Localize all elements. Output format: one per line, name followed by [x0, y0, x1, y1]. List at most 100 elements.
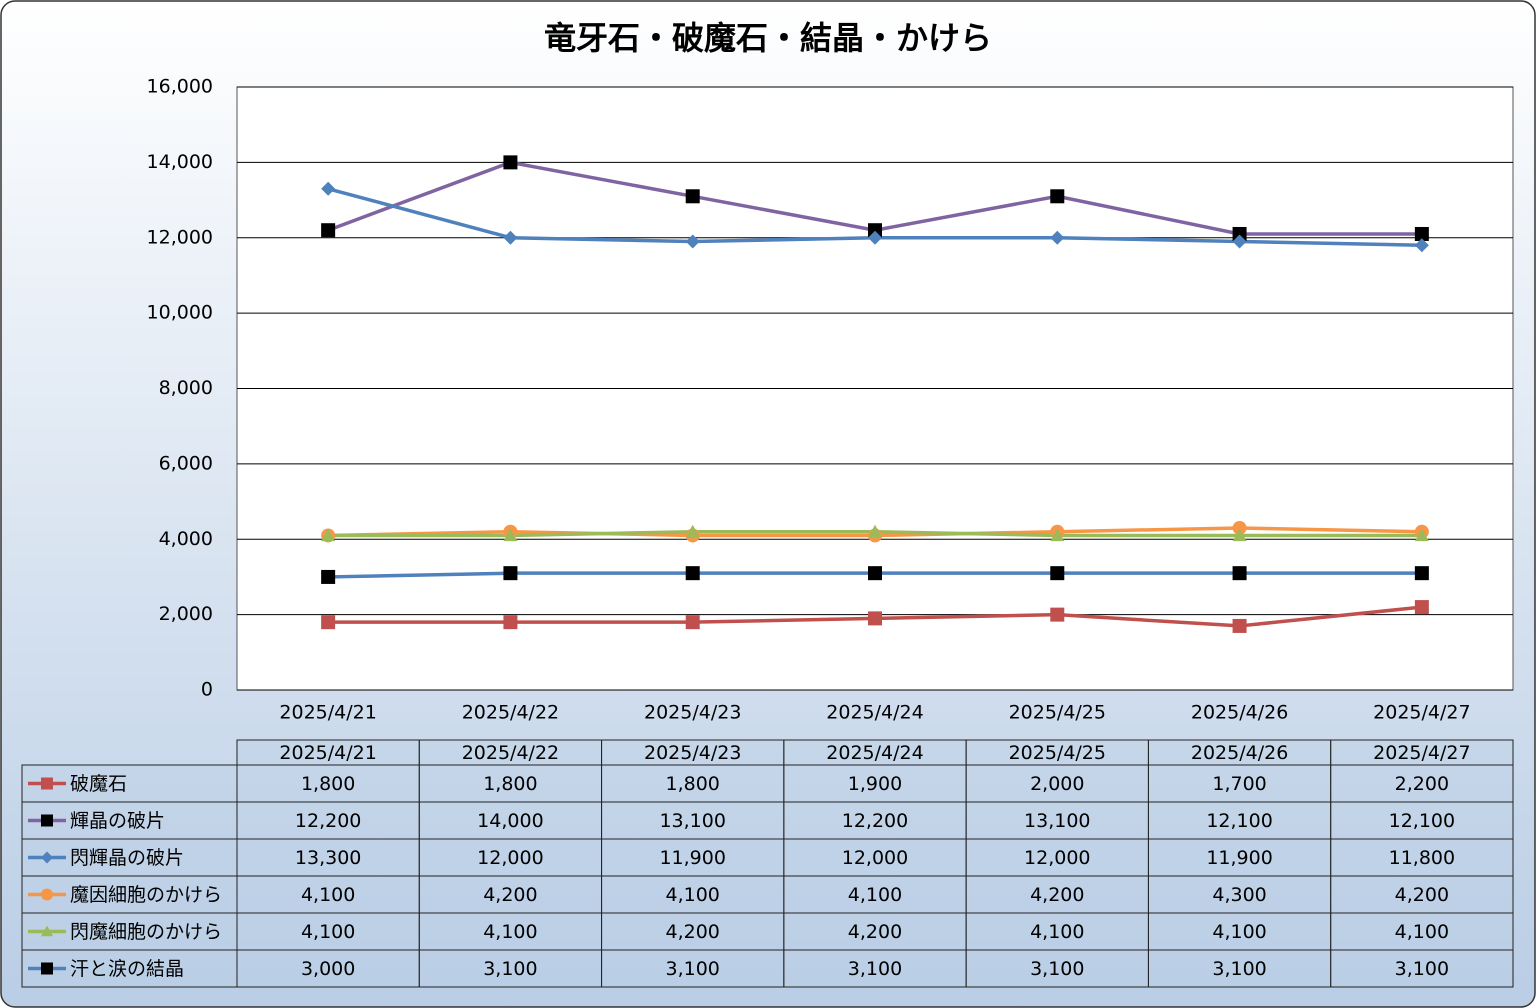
table-value: 4,300 [1212, 884, 1266, 906]
table-cell [1147, 801, 1332, 840]
table-header-label: 2025/4/27 [1373, 742, 1470, 764]
table-value: 4,100 [1212, 921, 1266, 943]
table-cell [1147, 912, 1332, 951]
table-cell [783, 838, 967, 877]
table-value: 3,100 [1030, 958, 1084, 980]
table-cell [601, 801, 785, 840]
table-cell [601, 949, 785, 988]
y-tick-label: 8,000 [159, 377, 213, 399]
data-point [868, 524, 882, 538]
table-value: 2,200 [1395, 773, 1449, 795]
table-value: 4,100 [848, 884, 902, 906]
table-cell [418, 838, 603, 877]
table-value: 11,800 [1389, 847, 1455, 869]
data-point [868, 230, 882, 245]
table-header-label: 2025/4/22 [462, 742, 559, 764]
table-value: 1,800 [483, 773, 537, 795]
table-value: 3,100 [666, 958, 720, 980]
data-point [1414, 238, 1429, 253]
table-value: 4,200 [666, 921, 720, 943]
y-tick-label: 2,000 [159, 603, 213, 625]
table-cell [1147, 764, 1332, 803]
table-cell [965, 875, 1149, 914]
data-point [1414, 600, 1429, 615]
table-value: 1,900 [848, 773, 902, 795]
table-header-cell [783, 739, 967, 766]
x-tick-label: 2025/4/25 [1009, 702, 1106, 724]
table-value: 14,000 [477, 810, 543, 832]
y-tick-label: 14,000 [147, 151, 213, 173]
table-value: 4,100 [301, 921, 355, 943]
data-point [685, 615, 700, 630]
data-point [685, 566, 700, 581]
table-cell [236, 875, 420, 914]
x-tick-label: 2025/4/26 [1191, 702, 1288, 724]
table-cell [418, 875, 603, 914]
table-value: 4,100 [483, 921, 537, 943]
table-value: 11,900 [1206, 847, 1272, 869]
legend-label: 閃魔細胞のかけら [70, 921, 222, 943]
y-tick-label: 0 [201, 679, 213, 701]
table-value: 13,300 [295, 847, 361, 869]
table-value: 4,100 [1395, 921, 1449, 943]
table-value: 12,100 [1389, 810, 1455, 832]
data-point [685, 189, 700, 204]
legend-label: 破魔石 [70, 773, 127, 795]
data-point [1050, 607, 1065, 622]
table-header-label: 2025/4/26 [1191, 742, 1288, 764]
table-value: 12,100 [1206, 810, 1272, 832]
table-cell [601, 764, 785, 803]
legend-key-marker [41, 851, 53, 864]
table-header-label: 2025/4/25 [1009, 742, 1106, 764]
data-point [503, 155, 518, 170]
legend-label: 輝晶の破片 [70, 810, 165, 832]
table-value: 12,000 [477, 847, 543, 869]
table-cell [236, 801, 420, 840]
table-value: 4,100 [666, 884, 720, 906]
table-cell [783, 949, 967, 988]
data-point [1232, 520, 1247, 535]
table-value: 11,900 [659, 847, 725, 869]
data-point [1232, 234, 1247, 249]
data-point [685, 524, 700, 538]
data-point [503, 566, 518, 581]
data-point [1050, 230, 1065, 245]
table-cell [1330, 838, 1514, 877]
table-value: 3,100 [848, 958, 902, 980]
table-value: 4,100 [301, 884, 355, 906]
x-tick-label: 2025/4/24 [826, 702, 923, 724]
x-tick-label: 2025/4/22 [462, 702, 559, 724]
table-cell [965, 764, 1149, 803]
data-point [868, 611, 882, 626]
data-point [868, 566, 882, 581]
legend-key-marker [41, 962, 53, 975]
legend-label: 汗と涙の結晶 [70, 957, 184, 980]
x-tick-label: 2025/4/23 [644, 702, 741, 724]
table-value: 3,100 [1395, 958, 1449, 980]
table-value: 4,200 [1030, 884, 1084, 906]
data-point [1414, 528, 1429, 542]
table-value: 4,200 [1395, 884, 1449, 906]
table-cell [783, 912, 967, 951]
chart-title: 竜牙石・破魔石・結晶・かけら [544, 19, 992, 57]
data-point [1232, 528, 1247, 542]
legend-key-marker [41, 814, 53, 827]
table-value: 1,800 [301, 773, 355, 795]
data-point [321, 223, 336, 238]
table-cell [783, 875, 967, 914]
table-cell [418, 764, 603, 803]
data-point [685, 234, 700, 249]
y-tick-label: 10,000 [147, 302, 213, 324]
legend-key-marker [41, 777, 53, 790]
table-value: 12,200 [842, 810, 908, 832]
table-value: 1,700 [1212, 773, 1266, 795]
table-value: 3,000 [301, 958, 355, 980]
table-cell [783, 801, 967, 840]
data-point [1232, 226, 1247, 241]
table-value: 3,100 [1212, 958, 1266, 980]
table-cell [1330, 949, 1514, 988]
data-point [321, 569, 336, 584]
data-point [321, 181, 336, 196]
legend-label: 魔因細胞のかけら [70, 884, 222, 906]
